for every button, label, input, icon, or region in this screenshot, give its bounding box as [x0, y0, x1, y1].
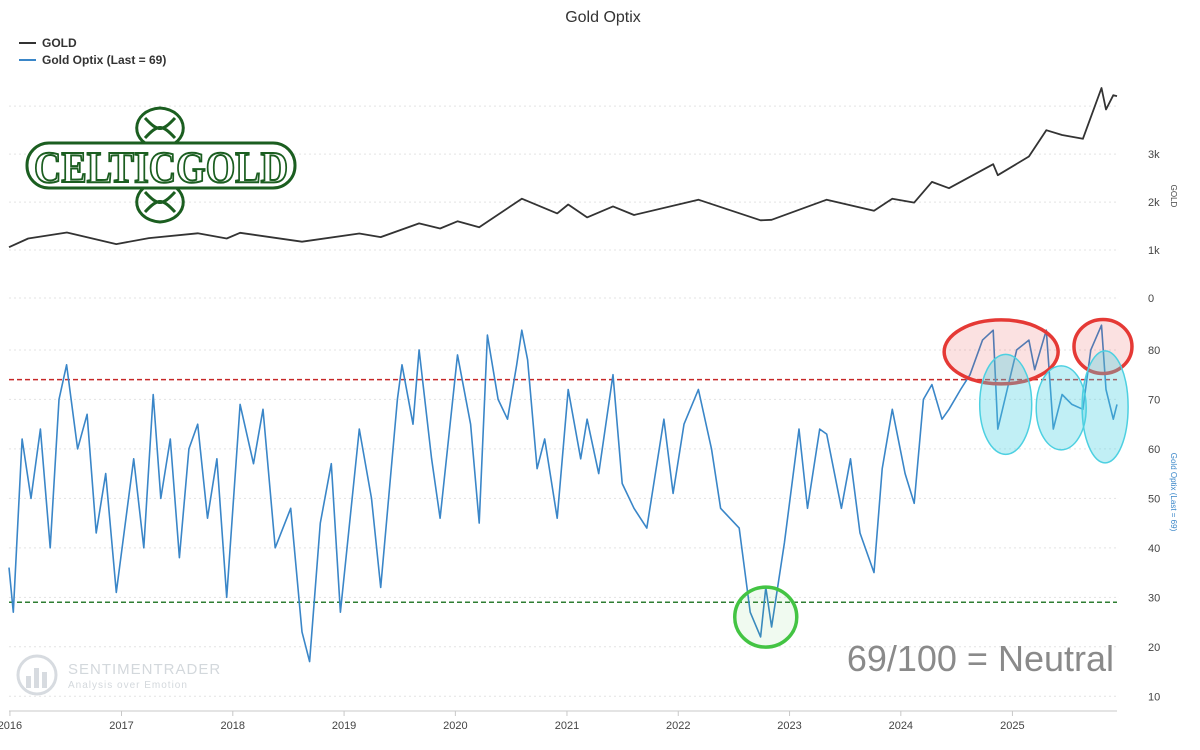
- x-tick-2021: 2021: [555, 720, 579, 732]
- y-tick-price-1k: 1k: [1148, 245, 1160, 257]
- watermark-bar-3: [42, 672, 47, 688]
- chart-title: Gold Optix: [565, 9, 641, 26]
- gridlines: [9, 105, 1117, 697]
- x-tick-2025: 2025: [1000, 720, 1024, 732]
- y-tick-optix-40: 40: [1148, 543, 1160, 555]
- x-tick-2019: 2019: [332, 720, 356, 732]
- celticgold-logo: CELTICGOLD: [25, 106, 297, 224]
- optix-axis-title: Gold Optix (Last = 69): [1169, 453, 1178, 532]
- y-tick-price-3k: 3k: [1148, 149, 1160, 161]
- x-tick-2024: 2024: [889, 720, 913, 732]
- watermark-bar-1: [26, 676, 31, 688]
- logo-text: CELTICGOLD: [34, 143, 288, 192]
- annotations: [733, 317, 1134, 649]
- annotation-ellipse-cyan-2: [978, 353, 1033, 456]
- x-tick-2020: 2020: [443, 720, 467, 732]
- legend-label-optix[interactable]: Gold Optix (Last = 69): [42, 53, 166, 67]
- y-tick-price-0: 0: [1148, 293, 1154, 305]
- watermark-icon: [16, 654, 58, 696]
- y-tick-optix-20: 20: [1148, 642, 1160, 654]
- watermark-brand: SENTIMENTRADER: [68, 661, 221, 678]
- x-tick-2018: 2018: [221, 720, 245, 732]
- x-tick-2017: 2017: [109, 720, 133, 732]
- price-axis-title: GOLD: [1169, 185, 1178, 208]
- annotation-ellipse-cyan-4: [1081, 350, 1129, 464]
- y-tick-optix-70: 70: [1148, 394, 1160, 406]
- annotation-ellipse-cyan-3: [1035, 365, 1087, 451]
- x-axis-ticks: 2016 2017 2018 2019 2020 2021 2022 2023 2024 2025: [0, 711, 1025, 732]
- legend-label-gold[interactable]: GOLD: [42, 36, 77, 50]
- y-tick-optix-30: 30: [1148, 592, 1160, 604]
- logo-banner: [25, 141, 297, 190]
- status-text: 69/100 = Neutral: [847, 638, 1114, 679]
- sentimentrader-watermark: SENTIMENTRADER Analysis over Emotion: [16, 654, 221, 696]
- x-tick-2022: 2022: [666, 720, 690, 732]
- legend: GOLD Gold Optix (Last = 69): [19, 36, 166, 67]
- logo-knot-bottom: [135, 180, 185, 224]
- y-tick-optix-80: 80: [1148, 345, 1160, 357]
- series-line-price: [8, 87, 1118, 249]
- reference-lines: [9, 378, 1117, 604]
- watermark-bar-2: [34, 668, 39, 688]
- y-tick-optix-60: 60: [1148, 444, 1160, 456]
- y-axis-ticks: 0 1k 2k 3k 10 20 30 40 50 60 70 80: [1148, 149, 1160, 703]
- y-tick-optix-10: 10: [1148, 691, 1160, 703]
- y-tick-price-2k: 2k: [1148, 197, 1160, 209]
- y-tick-optix-50: 50: [1148, 493, 1160, 505]
- annotation-ellipse-red-0: [942, 318, 1060, 386]
- series: [8, 87, 1118, 663]
- x-tick-2016: 2016: [0, 720, 22, 732]
- annotation-ellipse-green-5: [733, 585, 799, 649]
- x-tick-2023: 2023: [777, 720, 801, 732]
- series-line-optix: [8, 324, 1118, 663]
- watermark-tagline: Analysis over Emotion: [68, 680, 188, 691]
